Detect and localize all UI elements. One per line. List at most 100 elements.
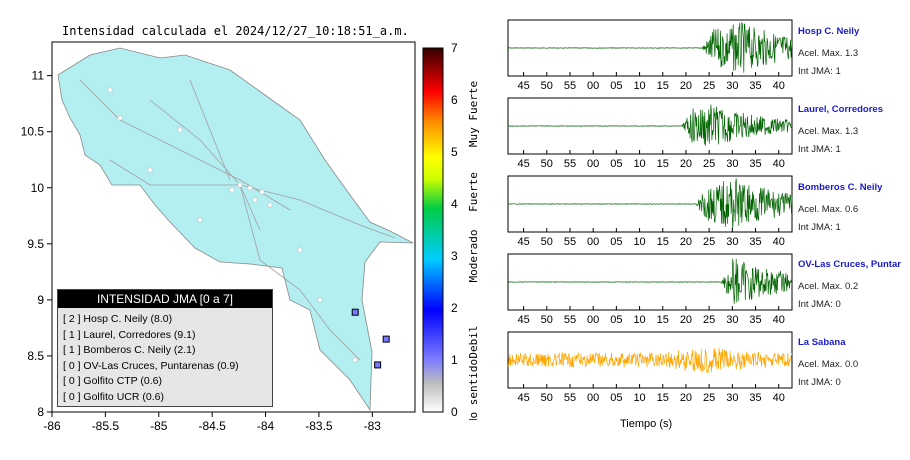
map-city-marker bbox=[147, 167, 153, 173]
map-road bbox=[189, 79, 231, 181]
lon-tick-label: -83 bbox=[364, 419, 382, 433]
time-tick-label: 30 bbox=[726, 158, 738, 170]
colorbar-category-label: Debil bbox=[467, 325, 480, 358]
station-jma: Int JMA: 0 bbox=[798, 299, 841, 310]
station-acel: Acel. Max. 0.6 bbox=[798, 204, 859, 215]
lat-tick-label: 11 bbox=[32, 69, 45, 83]
station-acel: Acel. Max. 1.3 bbox=[798, 48, 859, 59]
time-tick-label: 55 bbox=[564, 236, 576, 248]
station-jma: Int JMA: 1 bbox=[798, 144, 841, 155]
time-tick-label: 15 bbox=[657, 158, 669, 170]
waveform-trace bbox=[507, 178, 793, 229]
colorbar-tick-label: 7 bbox=[451, 41, 458, 55]
station-acel: Acel. Max. 0.2 bbox=[798, 281, 859, 292]
colorbar-tick-label: 2 bbox=[451, 301, 458, 315]
time-tick-label: 30 bbox=[726, 392, 738, 404]
colorbar-tick-label: 1 bbox=[451, 353, 458, 367]
map-city-marker bbox=[259, 189, 265, 195]
colorbar-tick-label: 5 bbox=[451, 145, 458, 159]
time-tick-label: 25 bbox=[703, 236, 715, 248]
colorbar-scale bbox=[422, 47, 444, 413]
station-marker bbox=[351, 308, 359, 316]
time-tick-label: 10 bbox=[633, 236, 645, 248]
time-tick-label: 45 bbox=[517, 80, 529, 92]
station-name: Hosp C. Neily bbox=[798, 26, 860, 37]
map-city-marker bbox=[352, 357, 358, 363]
station-name: OV-Las Cruces, Puntar bbox=[798, 259, 901, 270]
time-tick-label: 40 bbox=[773, 80, 785, 92]
time-tick-label: 15 bbox=[657, 236, 669, 248]
time-tick-label: 35 bbox=[749, 314, 761, 326]
time-tick-label: 45 bbox=[517, 236, 529, 248]
map-city-marker bbox=[297, 247, 303, 253]
colorbar-category-label: Moderado bbox=[467, 230, 480, 283]
time-tick-label: 25 bbox=[703, 158, 715, 170]
time-tick-label: 50 bbox=[541, 80, 553, 92]
time-tick-label: 10 bbox=[633, 314, 645, 326]
time-tick-label: 35 bbox=[749, 392, 761, 404]
lon-tick-label: -86 bbox=[43, 419, 61, 433]
legend-item: [ 0 ] Golfito CTP (0.6) bbox=[63, 375, 163, 387]
map-city-marker bbox=[252, 197, 258, 203]
lon-tick-label: -85 bbox=[150, 419, 168, 433]
time-tick-label: 10 bbox=[633, 158, 645, 170]
time-tick-label: 05 bbox=[610, 236, 622, 248]
legend-item: [ 0 ] OV-Las Cruces, Puntarenas (0.9) bbox=[63, 359, 239, 372]
time-tick-label: 25 bbox=[703, 392, 715, 404]
colorbar-tick-label: 6 bbox=[451, 93, 458, 107]
time-tick-label: 35 bbox=[749, 236, 761, 248]
map-road bbox=[239, 184, 361, 361]
time-tick-label: 15 bbox=[657, 314, 669, 326]
waveform-trace bbox=[507, 347, 793, 374]
colorbar-category-label: Muy Fuerte bbox=[467, 81, 480, 147]
station-jma: Int JMA: 0 bbox=[798, 377, 841, 388]
legend-item: [ 2 ] Hosp C. Neily (8.0) bbox=[63, 313, 173, 325]
map-city-marker bbox=[317, 297, 323, 303]
station-jma: Int JMA: 1 bbox=[798, 222, 841, 233]
time-tick-label: 00 bbox=[587, 314, 599, 326]
waveform-panels: 45 50 55 00 05 10 15 20 25 30 35 40 45 50 55 00 05 10 15 20… bbox=[507, 19, 793, 404]
time-tick-label: 45 bbox=[517, 314, 529, 326]
map-city-marker bbox=[107, 87, 113, 93]
time-tick-label: 45 bbox=[517, 158, 529, 170]
colorbar-tick-label: 4 bbox=[451, 197, 458, 211]
time-tick-label: 50 bbox=[541, 236, 553, 248]
map-road bbox=[109, 159, 240, 186]
map-title: Intensidad calculada el 2024/12/27_10:18… bbox=[62, 24, 409, 38]
station-marker bbox=[382, 335, 390, 343]
time-tick-label: 30 bbox=[726, 314, 738, 326]
station-marker bbox=[374, 361, 382, 369]
waveform-trace bbox=[508, 258, 793, 304]
time-tick-label: 25 bbox=[703, 314, 715, 326]
colorbar-category-label: Fuerte bbox=[467, 172, 480, 212]
station-name: Bomberos C. Neily bbox=[798, 182, 883, 193]
time-tick-label: 25 bbox=[703, 80, 715, 92]
map-city-marker bbox=[117, 115, 123, 121]
time-tick-label: 00 bbox=[587, 236, 599, 248]
legend-item: [ 1 ] Bomberos C. Neily (2.1) bbox=[63, 344, 196, 356]
time-tick-label: 40 bbox=[773, 314, 785, 326]
time-tick-label: 00 bbox=[587, 158, 599, 170]
colorbar-tick-label: 3 bbox=[451, 249, 458, 263]
map-road bbox=[239, 184, 396, 239]
lat-tick-label: 8.5 bbox=[27, 349, 44, 363]
time-tick-label: 35 bbox=[749, 80, 761, 92]
intensity-legend: INTENSIDAD JMA [0 a 7] [ 2 ] Hosp C. Nei… bbox=[57, 289, 273, 407]
map-city-marker bbox=[237, 182, 243, 188]
station-acel: Acel. Max. 0.0 bbox=[798, 359, 859, 370]
time-tick-label: 05 bbox=[610, 314, 622, 326]
time-tick-label: 10 bbox=[633, 392, 645, 404]
time-tick-label: 55 bbox=[564, 314, 576, 326]
time-tick-label: 50 bbox=[541, 392, 553, 404]
time-tick-label: 50 bbox=[541, 158, 553, 170]
time-tick-label: 35 bbox=[749, 158, 761, 170]
time-tick-label: 20 bbox=[680, 392, 692, 404]
station-name: Laurel, Corredores bbox=[798, 104, 883, 115]
legend-item: [ 0 ] Golfito UCR (0.6) bbox=[63, 390, 164, 403]
time-tick-label: 05 bbox=[610, 392, 622, 404]
time-tick-label: 00 bbox=[587, 392, 599, 404]
time-tick-label: 20 bbox=[680, 236, 692, 248]
lat-tick-label: 10.5 bbox=[21, 125, 45, 139]
map-city-marker bbox=[197, 217, 203, 223]
lon-tick-label: -84.5 bbox=[198, 419, 226, 433]
